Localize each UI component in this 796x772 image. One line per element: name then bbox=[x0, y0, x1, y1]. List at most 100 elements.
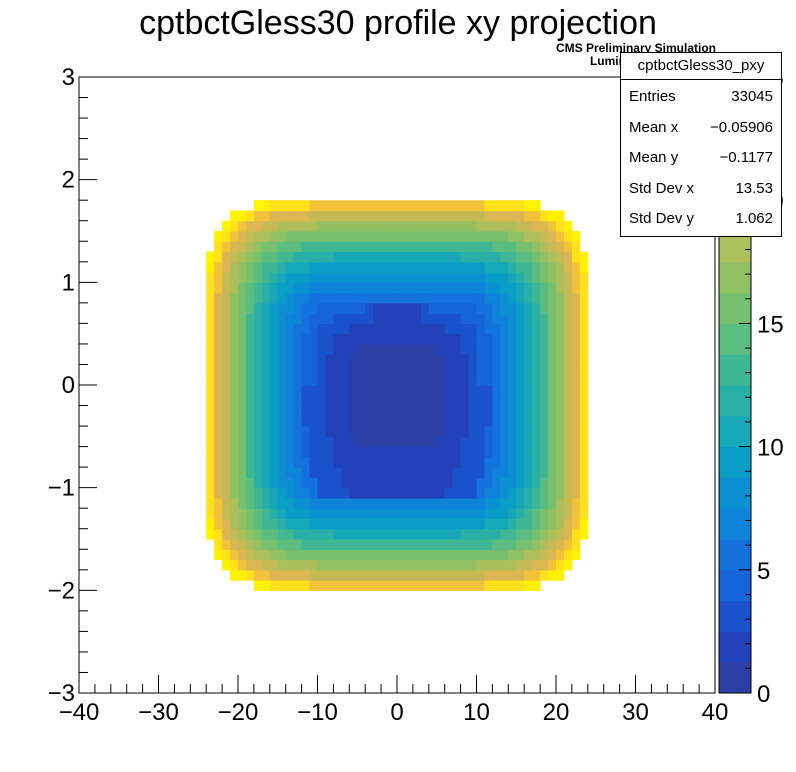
heatmap-cell bbox=[238, 231, 247, 242]
heatmap-cell bbox=[301, 580, 311, 591]
heatmap-cell bbox=[293, 467, 303, 478]
heatmap-cell bbox=[317, 292, 327, 304]
heatmap-cell bbox=[230, 569, 239, 581]
heatmap-cell bbox=[492, 569, 501, 581]
heatmap-cell bbox=[571, 385, 581, 396]
heatmap-cell bbox=[524, 251, 533, 263]
heatmap-cell bbox=[357, 518, 366, 530]
heatmap-cell bbox=[476, 343, 486, 355]
stats-box: cptbctGless30_pxy Entries 33045 Mean x −… bbox=[620, 52, 782, 237]
heatmap-cell bbox=[500, 241, 509, 253]
heatmap-cell bbox=[532, 467, 541, 478]
heatmap-cell bbox=[389, 446, 398, 458]
heatmap-cell bbox=[309, 539, 319, 550]
heatmap-cell bbox=[532, 302, 541, 314]
heatmap-cell bbox=[563, 467, 573, 478]
heatmap-cell bbox=[540, 528, 549, 540]
heatmap-cell bbox=[444, 241, 454, 253]
heatmap-cell bbox=[484, 292, 493, 304]
heatmap-cell bbox=[476, 508, 486, 520]
heatmap-cell bbox=[563, 374, 573, 386]
heatmap-cell bbox=[460, 518, 470, 530]
heatmap-cell bbox=[285, 487, 295, 499]
heatmap-cell bbox=[436, 580, 446, 591]
heatmap-cell bbox=[214, 405, 223, 417]
heatmap-cell bbox=[381, 364, 390, 376]
heatmap-cell bbox=[579, 477, 589, 489]
heatmap-cell bbox=[444, 272, 454, 283]
heatmap-cell bbox=[476, 405, 486, 417]
heatmap-cell bbox=[253, 364, 263, 376]
heatmap-cell bbox=[404, 302, 414, 314]
heatmap-cell bbox=[349, 508, 358, 520]
heatmap-cell bbox=[214, 436, 223, 448]
heatmap-cell bbox=[532, 426, 541, 437]
heatmap-cell bbox=[341, 415, 350, 427]
heatmap-cell bbox=[476, 261, 486, 273]
heatmap-cell bbox=[436, 210, 446, 222]
heatmap-cell bbox=[524, 405, 533, 417]
heatmap-cell bbox=[309, 426, 319, 437]
heatmap-cell bbox=[277, 436, 287, 448]
heatmap-cell bbox=[556, 210, 565, 222]
heatmap-cell bbox=[468, 549, 478, 561]
heatmap-cell bbox=[261, 385, 271, 396]
heatmap-cell bbox=[548, 508, 557, 520]
heatmap-cell bbox=[317, 467, 327, 478]
heatmap-cell bbox=[222, 528, 231, 540]
heatmap-cell bbox=[357, 436, 366, 448]
heatmap-cell bbox=[571, 395, 581, 407]
heatmap-cell bbox=[484, 395, 493, 407]
heatmap-cell bbox=[516, 497, 525, 509]
heatmap-cell bbox=[563, 539, 573, 550]
heatmap-cell bbox=[253, 487, 263, 499]
heatmap-cell bbox=[285, 518, 295, 530]
heatmap-cell bbox=[412, 518, 422, 530]
heatmap-cell bbox=[436, 395, 446, 407]
heatmap-cell bbox=[373, 261, 382, 273]
heatmap-cell bbox=[325, 508, 334, 520]
heatmap-cell bbox=[460, 580, 470, 591]
heatmap-cell bbox=[365, 272, 374, 283]
heatmap-cell bbox=[357, 241, 366, 253]
heatmap-cell bbox=[333, 385, 342, 396]
heatmap-cell bbox=[333, 569, 342, 581]
heatmap-cell bbox=[230, 292, 239, 304]
heatmap-cell bbox=[365, 323, 374, 335]
heatmap-cell bbox=[285, 426, 295, 437]
heatmap-cell bbox=[468, 497, 478, 509]
heatmap-cell bbox=[500, 210, 509, 222]
heatmap-cell bbox=[381, 518, 390, 530]
heatmap-cell bbox=[532, 549, 541, 561]
heatmap-cell bbox=[571, 436, 581, 448]
heatmap-cell bbox=[412, 333, 422, 345]
heatmap-cell bbox=[373, 539, 382, 550]
heatmap-cell bbox=[381, 354, 390, 366]
heatmap-cell bbox=[293, 528, 303, 540]
heatmap-cell bbox=[245, 436, 255, 448]
heatmap-cell bbox=[444, 395, 454, 407]
heatmap-cell bbox=[524, 302, 533, 314]
heatmap-cell bbox=[548, 456, 557, 468]
heatmap-cell bbox=[579, 313, 589, 324]
heatmap-cell bbox=[245, 251, 255, 263]
heatmap-cell bbox=[301, 333, 311, 345]
heatmap-cell bbox=[381, 251, 390, 263]
heatmap-cell bbox=[293, 220, 303, 232]
heatmap-cell bbox=[277, 487, 287, 499]
heatmap-cell bbox=[563, 313, 573, 324]
heatmap-cell bbox=[516, 559, 525, 571]
heatmap-cell bbox=[428, 436, 438, 448]
heatmap-cell bbox=[277, 302, 287, 314]
heatmap-cell bbox=[341, 220, 350, 232]
heatmap-cell bbox=[540, 549, 549, 561]
heatmap-cell bbox=[245, 231, 255, 242]
heatmap-cell bbox=[556, 569, 565, 581]
heatmap-cell bbox=[373, 200, 382, 212]
heatmap-cell bbox=[206, 456, 215, 468]
heatmap-cell bbox=[206, 272, 215, 283]
heatmap-cell bbox=[516, 200, 525, 212]
heatmap-cell bbox=[468, 436, 478, 448]
heatmap-cell bbox=[404, 528, 414, 540]
heatmap-cell bbox=[397, 220, 406, 232]
